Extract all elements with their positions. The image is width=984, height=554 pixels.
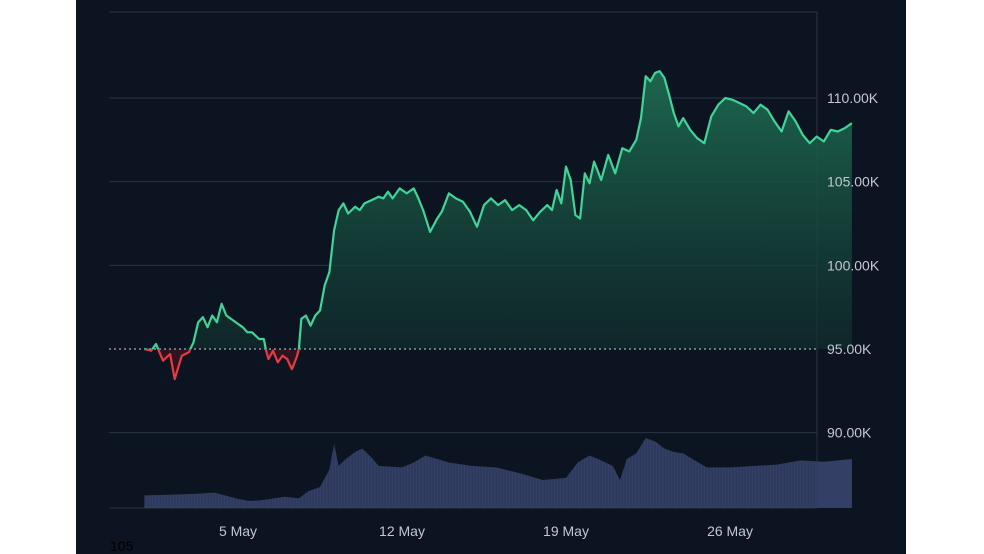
y-tick-label: 100.00K (827, 257, 880, 273)
y-tick-label: 90.00K (827, 425, 872, 441)
price-area (144, 71, 852, 380)
x-tick-label: 26 May (707, 523, 753, 539)
x-tick-label: 5 May (219, 523, 257, 539)
corner-label: 105 (110, 538, 134, 554)
x-axis-labels: 5 May 12 May 19 May 26 May (219, 523, 753, 539)
line-above-baseline (144, 70, 853, 349)
y-tick-label: 95.00K (827, 341, 872, 357)
x-tick-label: 12 May (379, 523, 425, 539)
volume-area (144, 438, 852, 508)
chart-panel: 90.00K 95.00K 100.00K 105.00K 110.00K 5 May 1… (76, 0, 906, 554)
price-line (144, 70, 853, 381)
price-chart[interactable]: 90.00K 95.00K 100.00K 105.00K 110.00K 5 May 1… (76, 0, 906, 554)
y-tick-label: 105.00K (827, 174, 880, 190)
y-axis-labels: 90.00K 95.00K 100.00K 105.00K 110.00K (827, 90, 880, 441)
y-tick-label: 110.00K (827, 90, 879, 106)
x-tick-label: 19 May (543, 523, 589, 539)
area-above-baseline (144, 71, 852, 349)
volume-histogram (108, 438, 852, 508)
